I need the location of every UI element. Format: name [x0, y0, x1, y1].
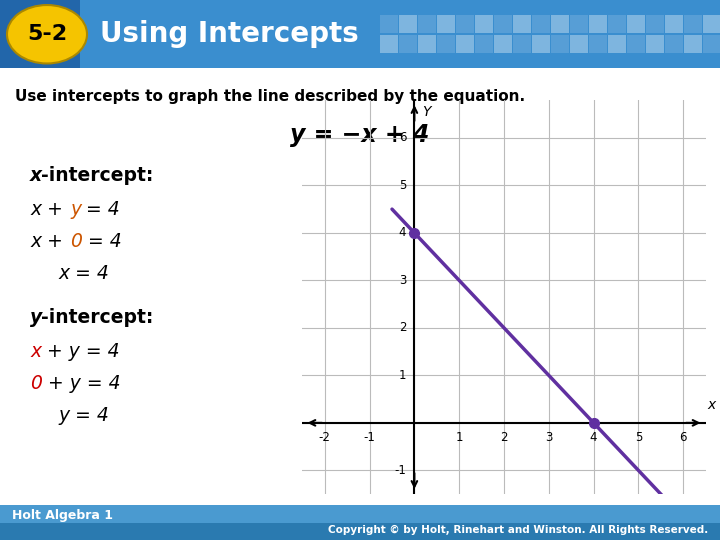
- Bar: [684, 15, 702, 33]
- Text: = 4: = 4: [82, 232, 122, 251]
- Bar: [494, 15, 512, 33]
- Text: + y = 4: + y = 4: [41, 342, 120, 361]
- Bar: [703, 35, 720, 53]
- Text: Copyright © by Holt, Rinehart and Winston. All Rights Reserved.: Copyright © by Holt, Rinehart and Winsto…: [328, 525, 708, 535]
- Text: Use intercepts to graph the line described by the equation.: Use intercepts to graph the line describ…: [15, 89, 525, 104]
- Bar: [646, 35, 664, 53]
- Bar: [456, 35, 474, 53]
- Bar: [570, 15, 588, 33]
- Bar: [551, 35, 569, 53]
- Bar: [627, 35, 645, 53]
- Text: 2: 2: [399, 321, 406, 334]
- Text: y = −x + 4: y = −x + 4: [290, 123, 430, 147]
- Text: x: x: [30, 342, 41, 361]
- Text: Using Intercepts: Using Intercepts: [100, 21, 359, 48]
- Text: 5: 5: [399, 179, 406, 192]
- Bar: [494, 35, 512, 53]
- Bar: [532, 35, 550, 53]
- Text: 4: 4: [399, 226, 406, 239]
- Text: 3: 3: [399, 274, 406, 287]
- Bar: [589, 15, 607, 33]
- Text: x: x: [708, 399, 716, 413]
- Bar: [551, 15, 569, 33]
- Bar: [418, 15, 436, 33]
- Text: 6: 6: [399, 131, 406, 144]
- Text: -intercept:: -intercept:: [41, 308, 153, 327]
- Text: -1: -1: [364, 431, 376, 444]
- Bar: [456, 15, 474, 33]
- Text: 6: 6: [680, 431, 687, 444]
- Text: 1: 1: [456, 431, 463, 444]
- Bar: [608, 35, 626, 53]
- Text: -2: -2: [319, 431, 330, 444]
- Bar: [665, 15, 683, 33]
- Text: x: x: [30, 166, 42, 185]
- Text: x +: x +: [30, 232, 69, 251]
- Ellipse shape: [7, 5, 87, 64]
- Text: 3: 3: [545, 431, 552, 444]
- Text: 5-2: 5-2: [27, 24, 67, 44]
- Bar: [665, 35, 683, 53]
- Text: y = 4: y = 4: [58, 406, 109, 424]
- Bar: [608, 15, 626, 33]
- Text: x = 4: x = 4: [58, 264, 109, 283]
- Text: x +: x +: [30, 200, 69, 219]
- Bar: [399, 15, 417, 33]
- Text: y: y: [70, 200, 81, 219]
- Bar: [380, 15, 398, 33]
- Bar: [684, 35, 702, 53]
- Bar: [437, 15, 455, 33]
- Bar: [532, 15, 550, 33]
- Bar: [570, 35, 588, 53]
- Bar: [627, 15, 645, 33]
- Bar: [703, 15, 720, 33]
- Bar: [646, 15, 664, 33]
- Text: y: y: [30, 308, 42, 327]
- Bar: [475, 15, 493, 33]
- Bar: [437, 35, 455, 53]
- Text: 1: 1: [399, 369, 406, 382]
- Text: Holt Algebra 1: Holt Algebra 1: [12, 509, 113, 522]
- Text: 2: 2: [500, 431, 508, 444]
- Bar: [513, 35, 531, 53]
- Bar: [513, 15, 531, 33]
- Bar: [380, 35, 398, 53]
- Text: Y: Y: [423, 105, 431, 119]
- Text: = 4: = 4: [80, 200, 120, 219]
- Text: -intercept:: -intercept:: [41, 166, 153, 185]
- Bar: [0, 505, 720, 523]
- Bar: [418, 35, 436, 53]
- Text: 5: 5: [635, 431, 642, 444]
- Bar: [399, 35, 417, 53]
- Bar: [80, 0, 720, 68]
- Text: 0: 0: [30, 374, 42, 393]
- Bar: [475, 35, 493, 53]
- Bar: [589, 35, 607, 53]
- Text: 4: 4: [590, 431, 598, 444]
- Text: -1: -1: [395, 464, 406, 477]
- Text: + y = 4: + y = 4: [42, 374, 120, 393]
- Text: 0: 0: [70, 232, 82, 251]
